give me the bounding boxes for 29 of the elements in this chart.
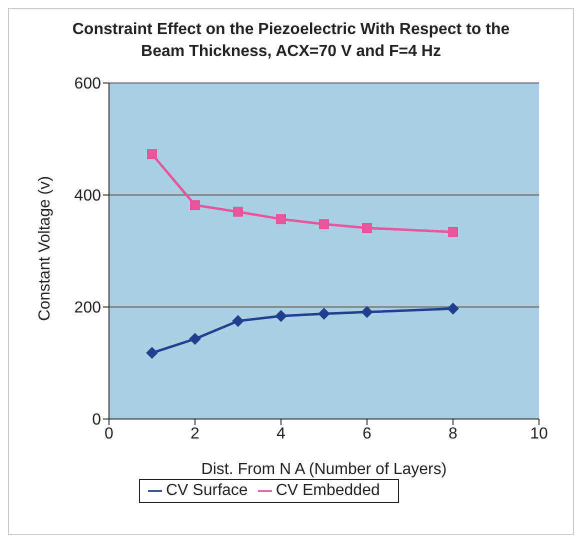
point	[275, 310, 287, 322]
legend-label: CV Surface	[166, 482, 248, 499]
point	[447, 302, 459, 315]
legend-label: CV Embedded	[276, 482, 380, 499]
point	[362, 223, 372, 234]
point	[146, 346, 158, 359]
x-axis-title: Dist. From N A (Number of Layers)	[201, 461, 447, 478]
y-tick-label: 600	[74, 76, 102, 93]
x-tick-label: 10	[530, 425, 548, 442]
point	[361, 306, 373, 318]
point	[318, 308, 330, 320]
x-tick-label: 4	[276, 425, 286, 442]
point	[147, 149, 157, 160]
x-tick-label: 0	[104, 425, 114, 442]
point	[190, 200, 200, 210]
point	[448, 226, 458, 237]
x-tick-label: 8	[448, 425, 458, 442]
point	[319, 219, 329, 230]
x-tick-label: 6	[362, 425, 372, 442]
x-tick-label: 2	[190, 425, 200, 442]
y-axis-title: Constant Voltage (v)	[36, 176, 54, 321]
chart-title: Constraint Effect on the Piezoelectric With Respect to the Beam Thickness, ACX=70 V and F=4 Hz	[71, 20, 511, 62]
point	[189, 332, 201, 345]
y-tick-label: 0	[92, 412, 102, 429]
y-tick-label: 200	[74, 300, 102, 317]
y-tick-label: 400	[74, 188, 102, 205]
point	[232, 315, 244, 327]
point	[233, 206, 243, 217]
point	[276, 214, 286, 224]
